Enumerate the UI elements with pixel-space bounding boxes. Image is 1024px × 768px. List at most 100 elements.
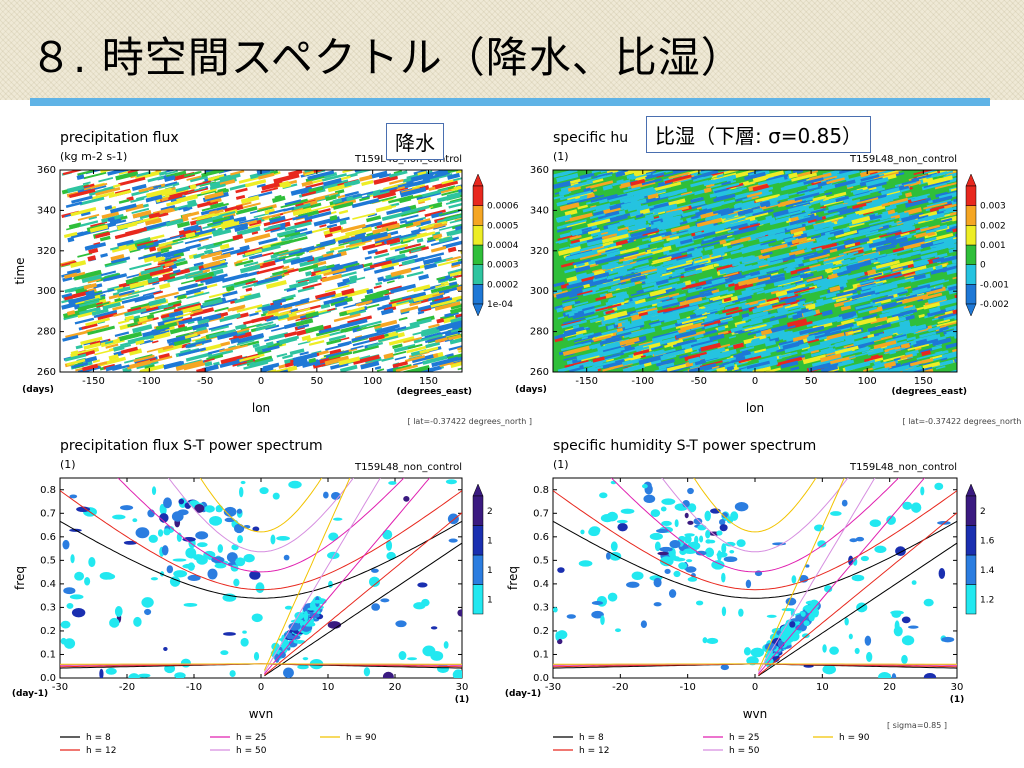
field-cell xyxy=(157,316,181,327)
field-cell xyxy=(98,356,126,367)
field-cell xyxy=(935,350,943,355)
field-cell xyxy=(284,231,301,238)
field-cell xyxy=(856,316,877,326)
spectral-blob xyxy=(63,587,76,595)
field-cell xyxy=(110,254,125,261)
field-cell xyxy=(297,286,315,293)
field-cell xyxy=(841,310,857,319)
field-cell xyxy=(861,242,871,250)
spectral-blob xyxy=(854,647,860,655)
field-cell xyxy=(68,293,96,305)
field-cell xyxy=(389,170,408,178)
field-cell xyxy=(264,208,276,215)
field-cell xyxy=(624,357,632,362)
field-cell xyxy=(617,251,639,259)
field-cell xyxy=(249,312,259,317)
field-cell xyxy=(679,296,703,307)
field-cell xyxy=(126,359,151,370)
y-tick-label: 0.7 xyxy=(533,508,549,519)
field-cell xyxy=(793,230,804,237)
field-cell xyxy=(245,280,259,285)
field-cell xyxy=(750,350,763,358)
colorbar-label: 0.0004 xyxy=(487,241,519,251)
field-cell xyxy=(880,187,900,196)
spectral-blob xyxy=(685,566,697,573)
spectral-blob xyxy=(704,547,715,558)
colorbar-swatch xyxy=(965,525,977,556)
field-cell xyxy=(622,363,645,372)
field-cell xyxy=(339,364,358,372)
field-cell xyxy=(594,272,610,280)
field-cell xyxy=(932,237,950,245)
field-cell xyxy=(200,261,228,271)
field-cell xyxy=(558,190,572,196)
field-cell xyxy=(388,336,415,346)
spectral-blob xyxy=(866,651,873,663)
spectral-blob xyxy=(288,622,301,631)
field-cell xyxy=(295,298,321,307)
field-cell xyxy=(185,231,196,239)
field-cell xyxy=(450,305,462,315)
field-cell xyxy=(779,295,802,303)
field-cell xyxy=(293,203,311,210)
field-cell xyxy=(85,290,95,297)
field-cell xyxy=(904,197,932,208)
spectral-blob xyxy=(187,574,201,581)
field-cell xyxy=(89,224,109,233)
field-cell xyxy=(407,343,423,350)
field-cell xyxy=(705,183,715,188)
field-cell xyxy=(257,206,273,213)
colorbar-top-arrow xyxy=(472,483,484,497)
spectral-blob xyxy=(716,530,723,536)
field-cell xyxy=(839,349,853,358)
field-cell xyxy=(759,326,771,331)
footnote: [ lat=-0.37422 degrees_north ] xyxy=(903,417,1024,426)
spectral-blob xyxy=(736,539,746,548)
field-cell xyxy=(842,257,863,266)
spectral-blob xyxy=(363,667,371,677)
field-cell xyxy=(563,326,585,335)
field-cell xyxy=(843,198,853,204)
field-cell xyxy=(875,242,898,251)
field-cell xyxy=(341,271,357,278)
field-cell xyxy=(64,286,78,294)
field-cell xyxy=(803,251,828,260)
spectral-blob xyxy=(288,480,302,489)
field-cell xyxy=(251,231,259,235)
field-cell xyxy=(633,349,650,356)
field-cell xyxy=(828,203,844,211)
spectral-blob xyxy=(738,608,744,617)
field-cell xyxy=(582,305,595,312)
field-cell xyxy=(858,204,886,216)
field-cell xyxy=(556,172,579,183)
field-cell xyxy=(390,267,412,277)
field-cell xyxy=(155,327,166,333)
field-cell xyxy=(847,266,861,273)
x-axis-label: lon xyxy=(252,401,270,415)
spectral-blob xyxy=(699,535,704,543)
x-tick-label: -50 xyxy=(691,376,707,387)
field-cell xyxy=(869,253,887,260)
field-cell xyxy=(783,286,810,295)
field-cell xyxy=(446,255,461,262)
field-cell xyxy=(894,270,918,279)
field-cell xyxy=(421,187,449,198)
field-cell xyxy=(321,273,343,283)
field-cell xyxy=(867,269,877,276)
field-cell xyxy=(720,256,744,267)
field-cell xyxy=(808,199,824,206)
field-cell xyxy=(328,351,353,360)
field-cell xyxy=(663,271,677,278)
field-cell xyxy=(704,258,727,266)
field-cell xyxy=(835,297,847,303)
legend-label: h = 12 xyxy=(579,746,609,756)
field-cell xyxy=(767,273,785,281)
field-cell xyxy=(70,231,84,239)
field-cell xyxy=(773,276,802,287)
field-cell xyxy=(256,170,271,176)
field-cell xyxy=(74,317,95,325)
field-cell xyxy=(802,196,815,202)
field-cell xyxy=(392,360,409,368)
spectral-blob xyxy=(678,562,688,570)
x-tick-label: 30 xyxy=(456,682,469,693)
